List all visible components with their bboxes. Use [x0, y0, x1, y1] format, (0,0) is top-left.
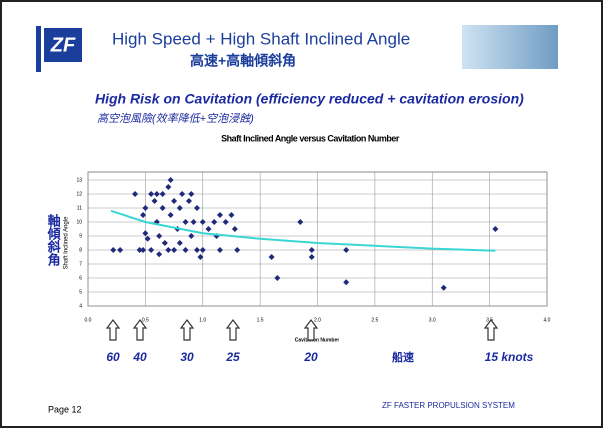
y-tick-label: 6	[79, 275, 82, 281]
slide-title-cn: 高速+高軸傾斜角	[190, 53, 296, 69]
speed-label: 60	[106, 350, 120, 364]
speed-label: 25	[225, 350, 240, 364]
page-number: Page 12	[48, 404, 82, 414]
y-tick-label: 11	[77, 205, 82, 211]
speed-label-cn: 船速	[392, 350, 414, 364]
x-tick-label: 2.0	[314, 317, 321, 323]
x-tick-label: 1.0	[199, 317, 206, 323]
slide: ZF High Speed + High Shaft Inclined Angl…	[0, 0, 603, 428]
y-tick-label: 9	[79, 233, 82, 239]
logo-bar	[36, 26, 41, 72]
chart-title: Shaft Inclined Angle versus Cavitation N…	[221, 133, 400, 143]
header-image	[462, 25, 558, 69]
y-tick-label: 13	[76, 177, 82, 183]
footer: ZF FASTER PROPULSION SYSTEM	[382, 401, 515, 410]
y-tick-label: 10	[76, 219, 82, 225]
y-axis-label: Shaft Inclined Angle	[64, 216, 70, 270]
x-tick-label: 2.5	[371, 317, 378, 323]
y-tick-label: 5	[79, 289, 82, 295]
slide-title: High Speed + High Shaft Inclined Angle	[112, 29, 410, 48]
y-label-cn: 軸傾斜角	[46, 213, 62, 267]
y-tick-label: 4	[79, 303, 82, 309]
x-tick-label: 4.0	[544, 317, 551, 323]
subtitle: High Risk on Cavitation (efficiency redu…	[95, 91, 524, 107]
y-tick-label: 7	[79, 261, 82, 267]
x-axis-label: Cavitation Number	[295, 337, 340, 343]
speed-label: 20	[303, 350, 318, 364]
subtitle-cn: 高空泡風險(效率降低+空泡浸蝕)	[97, 112, 254, 125]
y-tick-label: 12	[76, 191, 82, 197]
x-tick-label: 3.0	[429, 317, 436, 323]
y-tick-label: 8	[79, 247, 82, 253]
x-tick-label: 0.5	[142, 317, 149, 323]
x-tick-label: 1.5	[257, 317, 264, 323]
logo: ZF	[50, 34, 76, 56]
speed-label: 40	[132, 350, 147, 364]
speed-label: 30	[180, 350, 194, 364]
speed-label: 15 knots	[485, 350, 534, 364]
x-tick-label: 0.0	[85, 317, 92, 323]
